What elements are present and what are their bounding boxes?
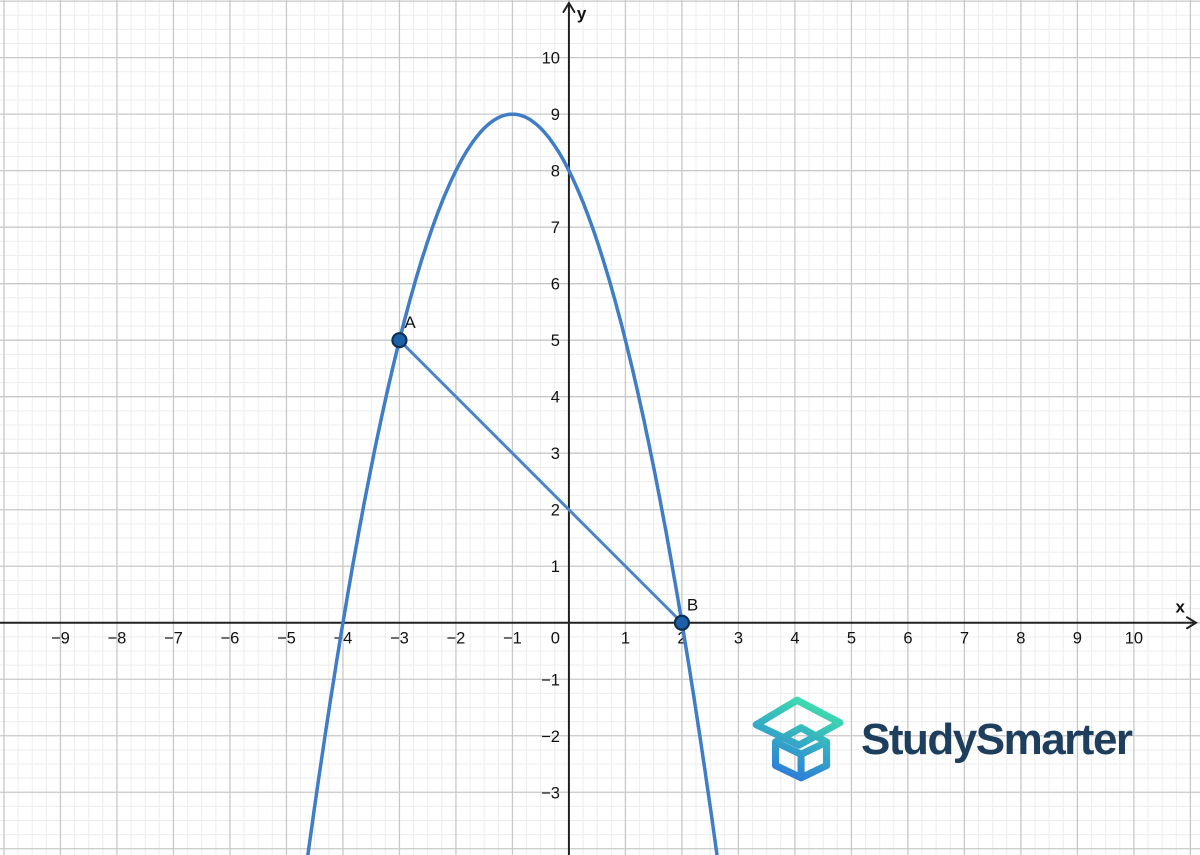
- svg-text:A: A: [404, 313, 416, 332]
- svg-text:5: 5: [847, 630, 856, 648]
- svg-text:8: 8: [551, 163, 560, 181]
- svg-text:3: 3: [551, 445, 560, 463]
- svg-text:−9: −9: [51, 630, 70, 648]
- svg-text:−2: −2: [447, 630, 466, 648]
- svg-text:4: 4: [790, 630, 799, 648]
- svg-text:−7: −7: [164, 630, 183, 648]
- svg-text:6: 6: [903, 630, 912, 648]
- svg-text:−3: −3: [390, 630, 409, 648]
- svg-text:1: 1: [551, 558, 560, 576]
- svg-text:9: 9: [551, 106, 560, 124]
- svg-text:10: 10: [1125, 630, 1143, 648]
- svg-text:−2: −2: [541, 728, 560, 746]
- svg-text:10: 10: [542, 50, 560, 68]
- svg-text:2: 2: [677, 630, 686, 648]
- svg-text:y: y: [577, 4, 587, 23]
- svg-text:3: 3: [734, 630, 743, 648]
- svg-text:5: 5: [551, 332, 560, 350]
- svg-text:−1: −1: [541, 671, 560, 689]
- svg-text:8: 8: [1016, 630, 1025, 648]
- svg-text:−1: −1: [503, 630, 522, 648]
- svg-text:−8: −8: [108, 630, 127, 648]
- svg-text:−3: −3: [541, 784, 560, 802]
- svg-text:−5: −5: [277, 630, 296, 648]
- svg-text:7: 7: [551, 219, 560, 237]
- svg-text:0: 0: [551, 630, 560, 648]
- svg-text:9: 9: [1073, 630, 1082, 648]
- svg-text:1: 1: [621, 630, 630, 648]
- svg-text:x: x: [1176, 598, 1186, 617]
- svg-text:−6: −6: [221, 630, 240, 648]
- svg-text:B: B: [687, 596, 698, 615]
- svg-text:4: 4: [551, 389, 560, 407]
- svg-text:6: 6: [551, 276, 560, 294]
- svg-text:7: 7: [960, 630, 969, 648]
- svg-text:2: 2: [551, 502, 560, 520]
